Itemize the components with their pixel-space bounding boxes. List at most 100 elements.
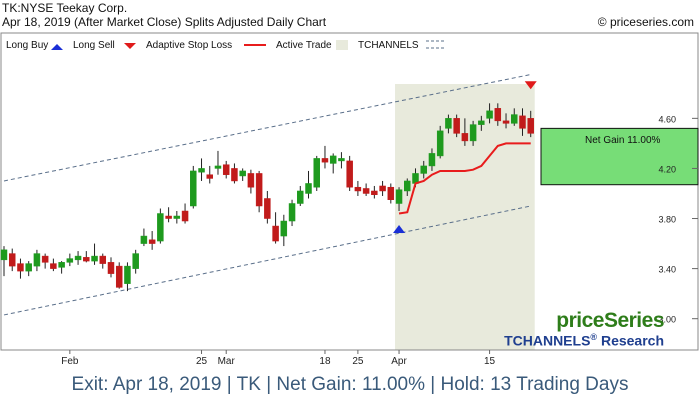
candle-up <box>478 120 485 125</box>
candle-down <box>272 225 279 242</box>
channel-upper-line <box>3 74 531 182</box>
candle-up <box>157 213 164 242</box>
research-reg: ® <box>590 332 598 342</box>
candle-down <box>231 168 238 182</box>
candle-down <box>206 174 213 179</box>
candle-up <box>280 220 288 237</box>
candle-up <box>436 130 444 157</box>
candle-down <box>494 108 502 122</box>
footer-summary: Exit: Apr 18, 2019 | TK | Net Gain: 11.0… <box>0 370 700 400</box>
legend-sell-icon <box>124 43 136 49</box>
candle-down <box>354 186 362 192</box>
candle-up <box>338 158 345 162</box>
candle-down <box>321 158 329 163</box>
candle-up <box>239 170 246 177</box>
y-tick-label: 3.40 <box>658 265 676 275</box>
candle-up <box>132 253 139 269</box>
candle-down <box>264 198 271 219</box>
y-tick-label: 3.00 <box>658 315 676 325</box>
candle-up <box>404 180 411 192</box>
candle-up <box>313 158 320 188</box>
candle-up <box>288 203 296 222</box>
research-label: TCHANNELS® Research <box>504 332 664 349</box>
candle-up <box>66 258 74 263</box>
y-tick-label: 4.60 <box>658 114 676 124</box>
x-tick-label: Feb <box>61 356 79 367</box>
legend-buy-icon <box>51 44 63 50</box>
x-tick-label: 25 <box>352 356 364 367</box>
legend-long-sell: Long Sell <box>73 40 115 51</box>
candle-up <box>0 249 8 261</box>
candle-down <box>502 120 510 124</box>
candle-down <box>453 118 460 134</box>
x-tick-label: 25 <box>196 356 208 367</box>
x-tick-label: Apr <box>391 356 407 367</box>
candle-up <box>305 183 312 194</box>
research-prefix: TCHANNELS <box>504 332 591 349</box>
candle-up <box>469 124 477 142</box>
candle-down <box>181 210 189 222</box>
candle-up <box>329 155 337 164</box>
candle-up <box>58 262 65 268</box>
candle-up <box>33 253 41 267</box>
legend: Long Buy Long Sell Adaptive Stop Loss Ac… <box>6 40 446 51</box>
research-suffix: Research <box>597 332 664 349</box>
candle-up <box>420 165 427 174</box>
candle-up <box>74 255 82 261</box>
x-tick-label: 18 <box>319 356 331 367</box>
net-gain-label: Net Gain 11.00% <box>585 135 661 146</box>
candle-down <box>41 255 49 263</box>
candle-up <box>395 189 403 204</box>
legend-active-swatch <box>336 40 348 50</box>
candle-down <box>371 190 378 195</box>
candle-down <box>519 115 526 129</box>
candle-up <box>173 215 181 219</box>
legend-tchannels: TCHANNELS <box>358 40 419 51</box>
candle-up <box>511 114 518 124</box>
plot-frame <box>0 32 699 351</box>
legend-long-buy: Long Buy <box>6 40 48 51</box>
candle-down <box>247 173 255 188</box>
candle-down <box>255 173 263 207</box>
candle-down <box>379 185 386 192</box>
site-credit: © priceseries.com <box>597 15 694 29</box>
candle-up <box>428 153 436 167</box>
candle-down <box>387 186 395 200</box>
candle-down <box>115 265 123 288</box>
candle-down <box>346 160 353 188</box>
chart-title: TK:NYSE Teekay Corp. <box>2 1 128 15</box>
buy-signal-icon <box>393 225 406 234</box>
candle-up <box>486 110 493 119</box>
candle-down <box>83 257 90 262</box>
legend-stop-loss: Adaptive Stop Loss <box>146 40 232 51</box>
y-tick-label: 3.80 <box>658 215 676 225</box>
candle-up <box>297 190 304 204</box>
net-gain-box <box>540 127 699 186</box>
candle-up <box>25 263 32 272</box>
candle-down <box>8 253 16 267</box>
candle-up <box>124 265 131 284</box>
legend-active-trade: Active Trade <box>276 40 332 51</box>
candle-up <box>214 165 222 169</box>
candle-up <box>91 255 98 262</box>
candle-down <box>107 262 115 274</box>
candle-down <box>17 263 24 272</box>
candle-down <box>165 215 172 219</box>
stop-loss-line <box>398 142 531 215</box>
candle-down <box>461 133 469 142</box>
candle-down <box>148 239 156 244</box>
candle-up <box>198 168 205 173</box>
brand-logo: priceSeries <box>556 309 664 332</box>
x-tick-label: 15 <box>484 356 496 367</box>
candle-down <box>362 188 370 194</box>
x-tick-label: Mar <box>218 356 236 367</box>
channel-lower-line <box>3 205 531 316</box>
candle-down <box>50 263 57 269</box>
candle-up <box>445 118 452 129</box>
sell-signal-icon <box>524 81 537 90</box>
candle-down <box>99 255 107 264</box>
candle-up <box>140 235 148 244</box>
candle-up <box>190 170 197 207</box>
y-tick-label: 4.20 <box>658 164 676 174</box>
candle-down <box>222 164 230 175</box>
